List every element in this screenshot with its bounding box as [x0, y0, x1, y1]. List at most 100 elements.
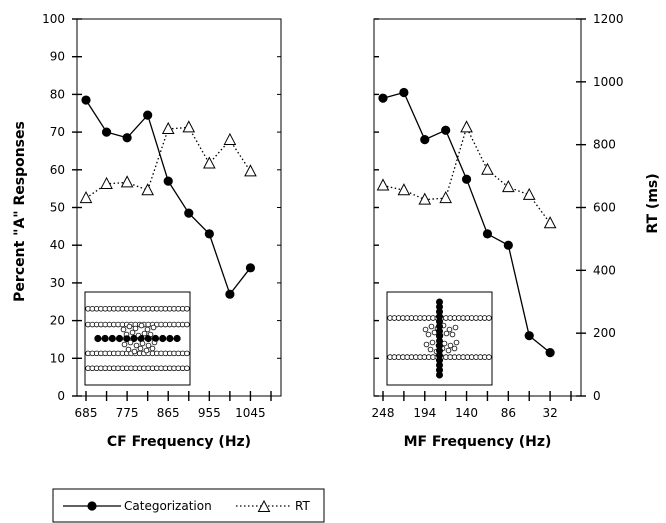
categorization-point [503, 240, 513, 250]
inset-open-dot [127, 339, 134, 346]
categorization-point [101, 127, 112, 137]
legend-rt-marker [257, 499, 271, 512]
categorization-point [378, 93, 388, 103]
y-tick-label: 90 [50, 50, 65, 64]
inset-open-dot [139, 340, 146, 347]
inset-filled-dot [94, 335, 102, 342]
categorization-point [184, 208, 194, 218]
y-tick-label: 200 [593, 326, 616, 340]
inset-filled-dot [173, 335, 181, 342]
y-tick-label: 1000 [593, 75, 624, 89]
inset-filled-dot [159, 335, 166, 342]
inset-open-dot [427, 346, 434, 353]
inset-open-dot [451, 345, 458, 352]
rt-point [141, 183, 154, 196]
inset-open-dot [120, 326, 127, 333]
y-tick-label: 70 [50, 125, 65, 139]
rt-point [182, 120, 196, 133]
y-tick-label: 20 [50, 314, 65, 328]
inset-open-dot [486, 354, 492, 360]
inset-open-dot [144, 326, 151, 333]
y-tick-label: 30 [50, 276, 65, 290]
inset-open-dot [453, 339, 460, 346]
rt-point [79, 190, 93, 204]
inset-open-dot [125, 346, 132, 353]
rt-point [120, 175, 134, 188]
categorization-point [122, 133, 132, 143]
legend-categorization-marker [87, 501, 97, 511]
inset-open-dot [486, 315, 492, 321]
inset-open-dot [429, 339, 436, 346]
rt-point [223, 132, 237, 145]
inset-open-dot [445, 347, 452, 354]
inset-filled-dot [145, 335, 152, 342]
legend-rt-label: RT [295, 499, 310, 513]
inset-open-dot [149, 345, 156, 352]
y-tick-label: 800 [593, 138, 616, 152]
inset-open-dot [184, 365, 190, 372]
y-tick-label: 0 [593, 389, 601, 403]
rt-point [439, 190, 452, 204]
categorization-point [143, 110, 153, 120]
x-tick-label: 86 [501, 406, 516, 420]
categorization-point [420, 135, 430, 145]
inset-open-dot [137, 345, 144, 352]
rt-point [203, 156, 216, 169]
inset-open-dot [425, 331, 432, 338]
rt-point [161, 121, 175, 134]
rt-point [397, 183, 411, 196]
inset-open-dot [447, 342, 454, 349]
inset-filled-dot [130, 335, 138, 342]
inset-open-dot [184, 321, 190, 328]
categorization-point [461, 174, 472, 184]
inset-open-dot [145, 342, 152, 349]
inset-filled-dot [101, 335, 109, 342]
inset-open-dot [138, 322, 145, 329]
rt-point [244, 164, 257, 177]
inset-open-dot [184, 350, 190, 357]
rt-point [100, 176, 113, 189]
y-tick-label: 0 [57, 389, 65, 403]
categorization-point [399, 87, 409, 98]
y-tick-label: 50 [50, 201, 65, 215]
inset-open-dot [121, 341, 128, 348]
x-tick-label: 775 [116, 406, 139, 420]
inset-open-dot [131, 348, 138, 355]
y-tick-label: 60 [50, 163, 65, 177]
inset-open-dot [129, 329, 136, 336]
categorization-point [441, 125, 451, 135]
categorization-point [482, 229, 493, 239]
rt-point [522, 187, 536, 200]
cf-panel: 0 10 20 30 40 50 60 70 80 90 100 685 775 865 955 1045 CF… [12, 12, 282, 450]
mf-panel: 0 200 400 600 800 1000 1200 248 194 140 86 32 MF Fre… [372, 12, 661, 450]
x-tick-label: 1045 [235, 406, 266, 420]
y-axis-title: Percent "A" Responses [12, 121, 28, 302]
inset-open-dot [449, 331, 456, 338]
rt-point [376, 178, 390, 191]
inset-filled-dot [166, 335, 174, 342]
categorization-point [163, 176, 173, 186]
y-tick-label: 80 [50, 87, 65, 101]
rt-point [481, 162, 494, 175]
categorization-point [225, 289, 235, 299]
x-tick-label: 32 [542, 406, 557, 420]
inset-open-dot [184, 305, 190, 312]
y-axis-title: RT (ms) [645, 173, 661, 233]
inset-filled-dot [152, 335, 159, 342]
categorization-point [81, 95, 91, 105]
inset-open-dot [133, 342, 140, 349]
categorization-point [204, 229, 214, 239]
y-tick-label: 100 [42, 12, 65, 26]
rt-point [543, 216, 557, 229]
inset-filled-dot [123, 335, 130, 342]
inset-open-dot [422, 326, 429, 333]
y-tick-label: 40 [50, 238, 65, 252]
categorization-point [245, 263, 256, 273]
categorization-point [545, 348, 555, 358]
inset-filled-dot [109, 335, 116, 342]
inset-open-dot [423, 341, 430, 348]
inset-open-dot [428, 323, 435, 330]
y-tick-label: 600 [593, 201, 616, 215]
y-tick-label: 400 [593, 263, 616, 277]
